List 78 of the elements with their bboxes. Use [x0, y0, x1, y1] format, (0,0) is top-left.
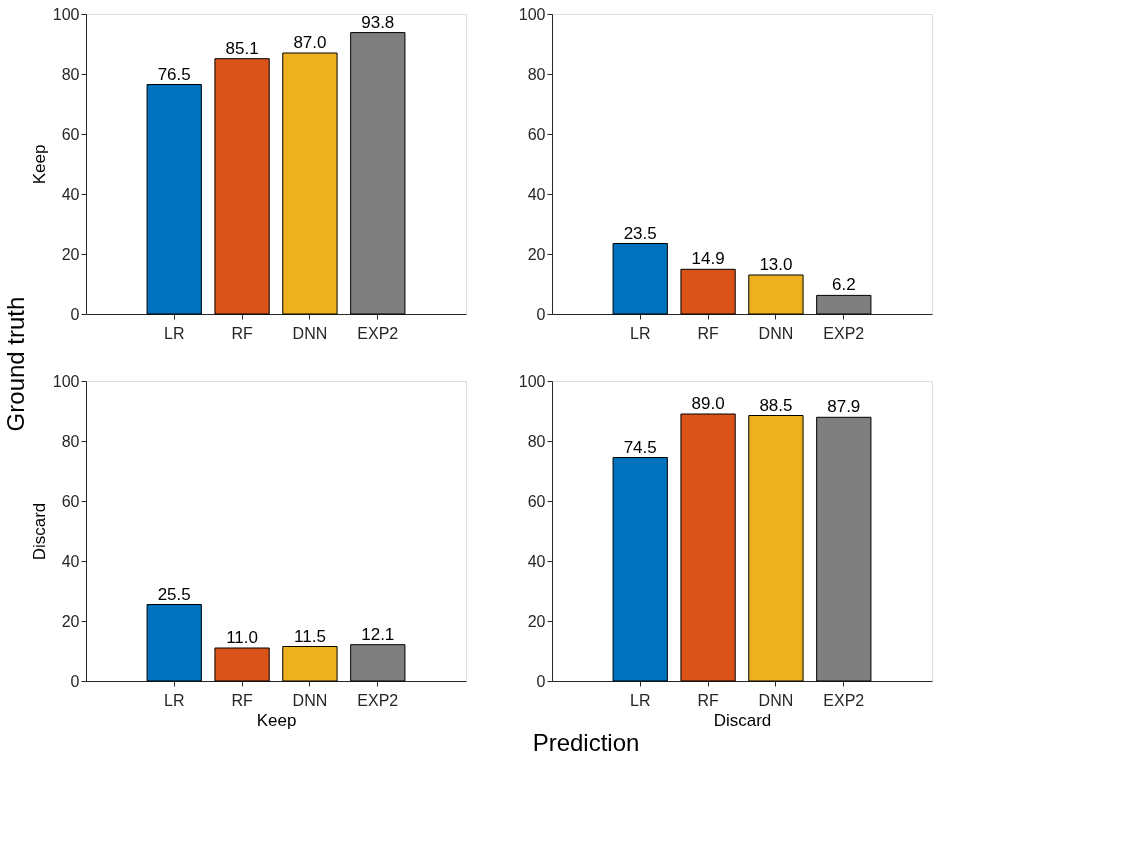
x-tick-label: EXP2 [357, 324, 399, 342]
x-tick-label: LR [629, 324, 651, 342]
y-tick-label: 80 [61, 65, 80, 83]
y-tick-label: 60 [61, 125, 80, 143]
y-tick-label: 0 [70, 672, 80, 690]
data-label: 76.5 [157, 64, 191, 84]
y-tick-label: 0 [536, 672, 546, 690]
y-tick-label: 80 [527, 432, 546, 450]
text: Ground truth [2, 296, 29, 432]
bar [816, 416, 872, 682]
bar [350, 644, 406, 682]
data-label: 85.1 [225, 38, 259, 58]
data-label: 93.8 [361, 12, 395, 32]
y-tick-label: 100 [518, 372, 546, 390]
x-tick-label: LR [163, 324, 185, 342]
x-axis-title: Keep [256, 710, 297, 730]
text: Prediction [532, 729, 640, 756]
x-tick-label: EXP2 [357, 691, 399, 709]
y-tick-label: 100 [52, 5, 80, 23]
data-label: 25.5 [157, 584, 191, 604]
bar [748, 274, 804, 315]
bar [748, 415, 804, 682]
y-tick-label: 40 [527, 552, 546, 570]
bar [612, 457, 668, 682]
bar [680, 268, 736, 315]
data-label: 6.2 [831, 275, 856, 295]
y-tick-label: 20 [527, 612, 546, 630]
y-tick-label: 80 [61, 432, 80, 450]
data-label: 11.5 [294, 626, 326, 646]
y-tick-label: 60 [61, 492, 80, 510]
x-tick-label: LR [629, 691, 651, 709]
x-tick-label: DNN [758, 691, 794, 709]
data-label: 74.5 [623, 437, 657, 457]
x-tick-label: RF [231, 691, 253, 709]
data-label: 23.5 [623, 223, 657, 243]
x-tick-label: RF [231, 324, 253, 342]
x-tick-label: EXP2 [823, 691, 865, 709]
y-tick-label: 60 [527, 125, 546, 143]
y-tick-label: 20 [527, 245, 546, 263]
bar [282, 52, 338, 315]
data-label: 13.0 [759, 255, 793, 274]
x-tick-label: RF [697, 691, 719, 709]
data-label: 14.9 [691, 249, 725, 269]
y-axis-title: Keep [29, 144, 49, 185]
y-tick-label: 60 [527, 492, 546, 510]
x-tick-label: DNN [758, 324, 794, 342]
bar [282, 646, 338, 682]
y-tick-label: 80 [527, 65, 546, 83]
y-tick-label: 20 [61, 612, 80, 630]
bar [146, 604, 202, 682]
data-label: 12.1 [361, 624, 395, 644]
x-tick-label: RF [697, 324, 719, 342]
x-tick-label: LR [163, 691, 185, 709]
y-axis-title: Discard [29, 502, 49, 561]
bar [612, 243, 668, 315]
y-tick-label: 0 [536, 305, 546, 323]
bar [214, 647, 270, 682]
y-tick-label: 20 [61, 245, 80, 263]
bar [680, 413, 736, 682]
y-tick-label: 40 [61, 552, 80, 570]
data-label: 87.0 [293, 33, 327, 52]
bar [146, 84, 202, 315]
y-tick-label: 100 [518, 5, 546, 23]
x-tick-label: DNN [292, 324, 328, 342]
bar [214, 58, 270, 315]
y-tick-label: 40 [61, 185, 80, 203]
data-label: 89.0 [691, 394, 725, 413]
x-tick-label: DNN [292, 691, 328, 709]
y-tick-label: 100 [52, 372, 80, 390]
y-tick-label: 40 [527, 185, 546, 203]
data-label: 11.0 [226, 628, 258, 647]
bar [816, 294, 872, 315]
bar [350, 32, 406, 315]
x-tick-label: EXP2 [823, 324, 865, 342]
data-label: 88.5 [759, 395, 793, 415]
data-label: 87.9 [827, 397, 861, 417]
x-axis-title: Discard [713, 710, 772, 730]
y-tick-label: 0 [70, 305, 80, 323]
